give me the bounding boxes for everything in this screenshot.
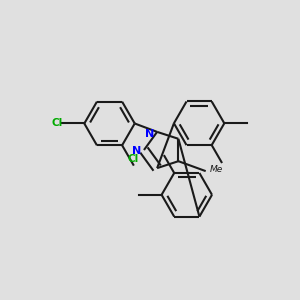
Text: Me: Me: [210, 165, 223, 174]
Text: N: N: [132, 146, 142, 156]
Text: Cl: Cl: [128, 154, 139, 164]
Text: Cl: Cl: [51, 118, 62, 128]
Text: N: N: [146, 129, 155, 139]
